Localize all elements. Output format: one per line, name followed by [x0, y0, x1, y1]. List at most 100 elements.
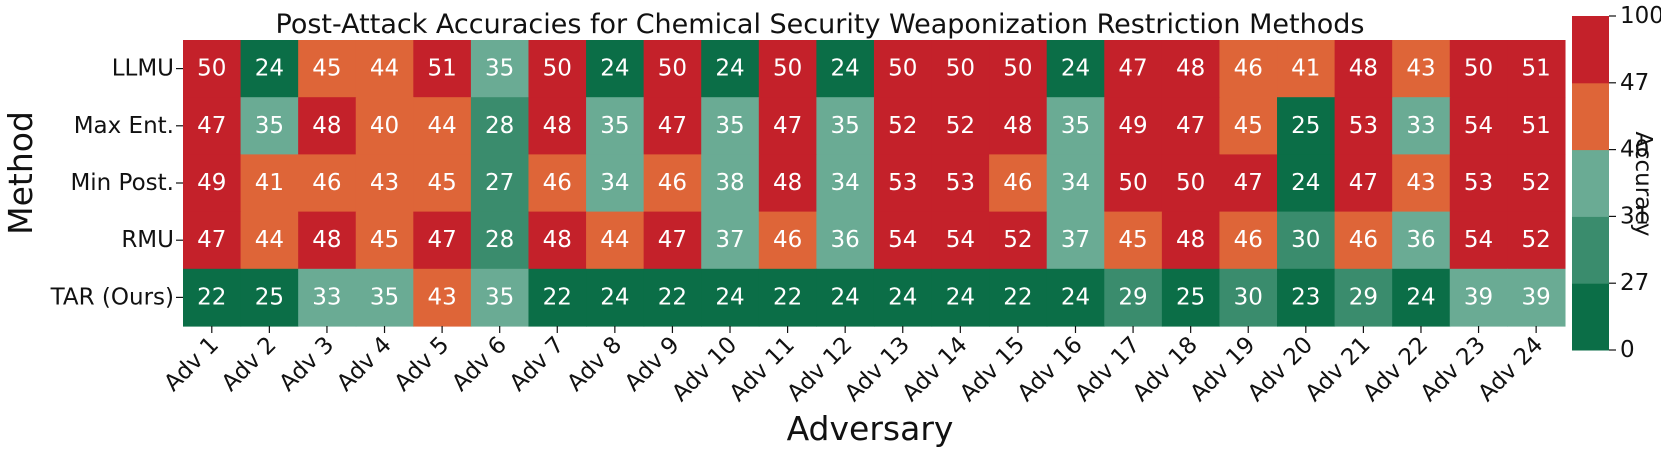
heatmap-cell — [1392, 154, 1451, 213]
heatmap-cell — [298, 40, 357, 98]
cell-value-label: 34 — [1061, 170, 1090, 196]
heatmap-cell — [816, 154, 875, 213]
cell-value-label: 48 — [1003, 113, 1032, 139]
x-tick-label: Adv 6 — [447, 332, 512, 397]
cell-value-label: 54 — [1464, 227, 1493, 253]
cell-value-label: 43 — [1406, 170, 1435, 196]
cell-value-label: 24 — [831, 284, 860, 310]
cell-value-label: 45 — [1234, 113, 1263, 139]
heatmap-cell — [586, 211, 645, 270]
cell-value-label: 49 — [197, 170, 226, 196]
x-tick-label: Adv 2 — [217, 332, 282, 397]
cell-value-label: 33 — [1406, 113, 1435, 139]
heatmap-cell — [298, 97, 357, 155]
cell-value-label: 47 — [197, 113, 226, 139]
heatmap-cell — [1046, 211, 1105, 270]
cell-value-label: 48 — [1349, 56, 1378, 82]
heatmap-cell — [989, 268, 1048, 327]
y-axis-label: Method — [1, 111, 40, 235]
heatmap-cell — [413, 40, 472, 98]
heatmap-cells: 50 24 45 44 51 35 50 24 50 24 50 24 50 50 50 24 47 48 46 41… — [183, 40, 1566, 327]
heatmap-cell — [701, 97, 760, 155]
heatmap-cell — [240, 154, 299, 213]
heatmap-cell — [931, 154, 990, 213]
heatmap-cell — [931, 97, 990, 155]
heatmap-cell — [298, 268, 357, 327]
cell-value-label: 45 — [370, 227, 399, 253]
cell-value-label: 40 — [370, 113, 399, 139]
x-tick-label: Adv 7 — [505, 332, 570, 397]
cell-value-label: 46 — [1234, 227, 1263, 253]
cell-value-label: 47 — [197, 227, 226, 253]
heatmap-cell — [701, 154, 760, 213]
heatmap-cell — [1161, 97, 1221, 155]
cell-value-label: 46 — [543, 170, 572, 196]
cell-value-label: 50 — [543, 56, 572, 82]
heatmap-cell — [240, 211, 299, 270]
cell-value-label: 47 — [427, 227, 456, 253]
chart-title: Post-Attack Accuracies for Chemical Secu… — [276, 9, 1365, 40]
heatmap-cell — [413, 211, 472, 270]
colorbar-tick-label: 0 — [1620, 337, 1635, 363]
heatmap-cell — [758, 97, 817, 155]
cell-value-label: 50 — [197, 56, 226, 82]
cell-value-label: 28 — [485, 113, 514, 139]
heatmap-cell — [873, 154, 933, 213]
heatmap-cell — [1449, 268, 1508, 327]
x-axis-label: Adversary — [787, 409, 954, 448]
colorbar-tick-label: 31 — [1620, 203, 1649, 229]
heatmap-cell — [1161, 211, 1221, 270]
cell-value-label: 28 — [485, 227, 514, 253]
heatmap-cell — [873, 97, 933, 155]
cell-value-label: 50 — [1176, 170, 1205, 196]
cell-value-label: 35 — [715, 113, 744, 139]
heatmap-cell — [183, 268, 242, 327]
cell-value-label: 46 — [1234, 56, 1263, 82]
heatmap-cell — [1449, 97, 1508, 155]
cell-value-label: 52 — [1003, 227, 1032, 253]
heatmap-cell — [989, 211, 1048, 270]
heatmap-cell — [1046, 154, 1105, 213]
cell-value-label: 45 — [1118, 227, 1147, 253]
cell-value-label: 25 — [1176, 284, 1205, 310]
cell-value-label: 22 — [197, 284, 226, 310]
heatmap-cell — [643, 40, 702, 98]
heatmap-cell — [1046, 97, 1105, 155]
cell-value-label: 24 — [946, 284, 975, 310]
heatmap-cell — [183, 154, 242, 213]
x-tick-label: Adv 3 — [274, 332, 339, 397]
heatmap-cell — [586, 268, 645, 327]
heatmap-cell — [1277, 154, 1336, 213]
heatmap-cell — [470, 211, 530, 270]
heatmap-cell — [1334, 211, 1393, 270]
heatmap-cell — [413, 154, 472, 213]
cell-value-label: 24 — [600, 284, 629, 310]
cell-value-label: 38 — [715, 170, 744, 196]
heatmap-cell — [1219, 154, 1278, 213]
colorbar-segment — [1572, 82, 1609, 151]
cell-value-label: 46 — [773, 227, 802, 253]
x-tick-label: Adv 8 — [562, 332, 627, 397]
heatmap-cell — [1277, 268, 1336, 327]
heatmap-cell — [701, 211, 760, 270]
cell-value-label: 47 — [1349, 170, 1378, 196]
cell-value-label: 45 — [312, 56, 341, 82]
heatmap-cell — [355, 268, 414, 327]
heatmap-cell — [298, 211, 357, 270]
heatmap-cell — [528, 40, 587, 98]
cell-value-label: 44 — [600, 227, 629, 253]
cell-value-label: 35 — [1061, 113, 1090, 139]
cell-value-label: 53 — [946, 170, 975, 196]
cell-value-label: 47 — [773, 113, 802, 139]
colorbar-tick-label: 47 — [1620, 70, 1649, 96]
heatmap-cell — [183, 40, 242, 98]
cell-value-label: 43 — [427, 284, 456, 310]
heatmap-cell — [1104, 97, 1163, 155]
cell-value-label: 24 — [831, 56, 860, 82]
colorbar-tick-label: 27 — [1620, 270, 1649, 296]
heatmap-cell — [643, 154, 702, 213]
heatmap-cell — [1507, 154, 1566, 213]
cell-value-label: 50 — [658, 56, 687, 82]
cell-value-label: 24 — [888, 284, 917, 310]
cell-value-label: 29 — [1118, 284, 1147, 310]
